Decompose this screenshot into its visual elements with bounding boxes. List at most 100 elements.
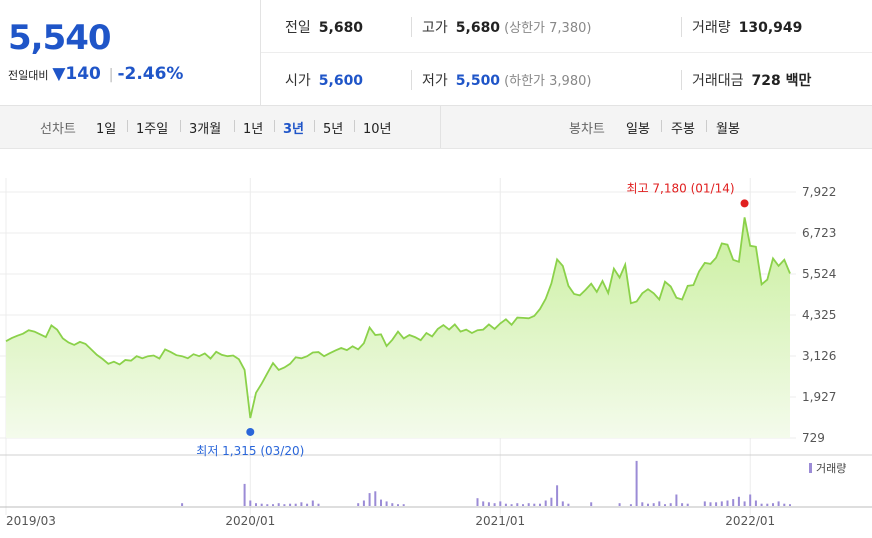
volume-bar [715, 502, 718, 506]
period-1w[interactable]: 1주일 [136, 122, 169, 137]
divider: | [108, 67, 114, 83]
volume-bar [516, 503, 519, 506]
prev-close-label: 전일 [285, 20, 311, 36]
change-value: 140 [65, 64, 101, 84]
open-cell: 시가 5,600 [285, 70, 363, 90]
quote-details: 전일 5,680 고가 5,680 (상한가 7,380) 거래량 130,949 시가… [261, 0, 872, 106]
period-10y[interactable]: 10년 [363, 122, 392, 137]
divider [354, 120, 355, 132]
volume-bar [277, 503, 280, 506]
open-value: 5,600 [318, 73, 364, 89]
upper-limit: (상한가 7,380) [504, 21, 592, 36]
volume-bar [357, 503, 360, 506]
low-cell: 저가 5,500 (하한가 3,980) [411, 70, 591, 90]
volume-bar [527, 503, 530, 506]
volume-bar [686, 503, 689, 506]
candle-weekly[interactable]: 주봉 [671, 122, 695, 137]
volume-bar [487, 502, 490, 506]
y-tick-label: 4,325 [802, 308, 836, 322]
y-axis-labels: 7,922 6,723 5,524 4,325 3,126 1,927 729 [802, 185, 836, 445]
volume-bar [635, 460, 638, 506]
volume-bar [493, 503, 496, 506]
candle-chart-periods: 봉차트 일봉 주봉 월봉 [441, 106, 872, 148]
volume-bar [539, 503, 541, 506]
volume-bar [743, 501, 746, 506]
volume-bar [311, 500, 314, 506]
extreme-annotations: 최고 7,180 (01/14) 최저 1,315 (03/20) [196, 181, 749, 458]
high-value: 5,680 [455, 20, 501, 36]
min-marker [246, 427, 255, 436]
volume-bar [306, 503, 309, 506]
volume-bar [499, 501, 502, 506]
period-1d[interactable]: 1일 [96, 122, 117, 137]
low-value: 5,500 [455, 73, 501, 89]
volume-bar [658, 501, 661, 506]
candle-daily[interactable]: 일봉 [626, 122, 650, 137]
volume-bar [783, 503, 786, 506]
volume-bar [556, 485, 559, 506]
period-3m[interactable]: 3개월 [189, 122, 222, 137]
volume-bar [510, 504, 513, 506]
max-marker [740, 199, 749, 208]
volume-label: 거래량 [692, 20, 731, 36]
max-label: 최고 7,180 (01/14) [627, 181, 735, 195]
volume-bar [720, 501, 723, 506]
line-chart-title: 선차트 [40, 122, 76, 137]
price-chart: 7,922 6,723 5,524 4,325 3,126 1,927 729 최고 7,1… [0, 178, 872, 528]
open-label: 시가 [285, 73, 311, 89]
price-summary: 5,540 전일대비 ▼140 | -2.46% [0, 0, 261, 106]
volume-bar [647, 503, 649, 506]
change-label: 전일대비 [8, 69, 49, 82]
volume-legend: 거래량 [816, 462, 846, 475]
price-line [5, 217, 791, 419]
change-row: 전일대비 ▼140 | -2.46% [8, 64, 183, 84]
y-tick-label: 6,723 [802, 226, 836, 240]
volume-bar [766, 503, 769, 506]
volume-bar [618, 503, 621, 506]
quote-row-2: 시가 5,600 저가 5,500 (하한가 3,980) 거래대금 728 백만 [261, 53, 872, 105]
x-tick-label: 2022/01 [725, 514, 775, 528]
volume-bar [385, 501, 388, 506]
volume-bar [664, 504, 666, 506]
prev-close-value: 5,680 [318, 20, 364, 36]
lower-limit: (하한가 3,980) [504, 74, 592, 89]
high-cell: 고가 5,680 (상한가 7,380) [411, 17, 591, 37]
divider [661, 120, 662, 132]
period-3y[interactable]: 3년 [283, 122, 305, 137]
volume-bar [397, 504, 399, 506]
prev-close-cell: 전일 5,680 [285, 17, 363, 37]
period-5y[interactable]: 5년 [323, 122, 344, 137]
volume-bar [681, 503, 684, 506]
amount-cell: 거래대금 728 백만 [681, 70, 811, 90]
divider [706, 120, 707, 132]
volume-bar [283, 504, 286, 506]
volume-bar [749, 494, 752, 506]
volume-bar [249, 500, 252, 506]
volume-bar [772, 503, 774, 506]
volume-bar [243, 483, 246, 506]
y-tick-label: 7,922 [802, 185, 836, 199]
volume-bar [760, 503, 763, 506]
amount-value: 728 백만 [751, 73, 812, 89]
current-price: 5,540 [8, 18, 112, 58]
period-1y[interactable]: 1년 [243, 122, 264, 137]
volume-cell: 거래량 130,949 [681, 17, 802, 37]
line-chart-periods: 선차트 1일 1주일 3개월 1년 3년 5년 10년 [0, 106, 441, 148]
volume-bar [294, 503, 297, 506]
volume-value: 130,949 [738, 20, 803, 36]
volume-bar [374, 491, 377, 506]
volume-bar [255, 503, 257, 506]
candle-chart-title: 봉차트 [569, 122, 605, 137]
volume-bar [675, 494, 678, 506]
volume-bar [703, 501, 706, 506]
volume-bar [402, 504, 405, 506]
volume-legend-swatch [809, 463, 812, 473]
divider [314, 120, 315, 132]
high-label: 고가 [422, 20, 448, 36]
candle-monthly[interactable]: 월봉 [716, 122, 740, 137]
y-tick-label: 3,126 [802, 349, 836, 363]
x-tick-label: 2020/01 [225, 514, 275, 528]
chart-toolbar: 선차트 1일 1주일 3개월 1년 3년 5년 10년 봉차트 일봉 주봉 월봉 [0, 106, 872, 149]
volume-bar [726, 500, 729, 506]
